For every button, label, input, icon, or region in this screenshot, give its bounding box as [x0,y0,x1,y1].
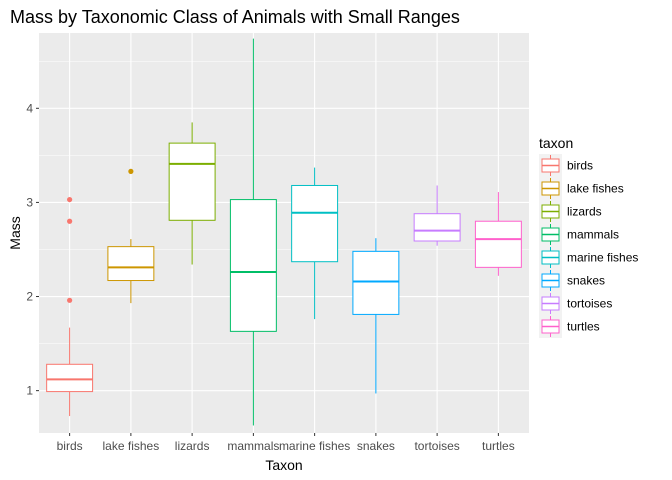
x-axis-title: Taxon [265,457,302,473]
x-tick-label: birds [57,439,83,453]
iqr-box [413,213,461,242]
legend-label: lizards [567,205,602,219]
x-axis-ticks: birds lake fishes lizards mammals marine fis… [57,433,515,453]
y-tick-label: 2 [26,290,33,304]
y-axis-ticks: 1 2 3 4 [26,101,39,398]
legend-label: tortoises [567,297,612,311]
iqr-box [46,363,94,393]
legend-label: mammals [567,228,619,242]
box-lizards [168,122,216,265]
legend-title: taxon [539,135,573,151]
outlier-point [67,196,73,203]
outlier-point [67,297,73,303]
box-turtles [474,192,522,276]
x-tick-label: lizards [175,439,210,453]
iqr-box [352,250,400,315]
legend: taxon birds lake fishes lizards mammals mari… [539,135,638,338]
legend-label: marine fishes [567,251,638,265]
legend-label: turtles [567,320,600,334]
iqr-box [474,220,522,268]
x-tick-label: lake fishes [103,439,160,453]
chart-title: Mass by Taxonomic Class of Animals with … [10,7,460,27]
legend-label: snakes [567,274,605,288]
iqr-box [291,184,339,263]
legend-items: birds lake fishes lizards mammals marine fis… [539,154,638,338]
x-tick-label: mammals [227,439,279,453]
x-tick-label: tortoises [414,439,459,453]
legend-item: mammals [539,223,619,246]
y-axis-title: Mass [7,216,23,249]
iqr-box [168,142,216,221]
x-tick-label: snakes [357,439,395,453]
legend-item: lizards [539,200,602,223]
x-tick-label: turtles [482,439,515,453]
legend-item: tortoises [539,292,612,315]
y-tick-label: 3 [26,195,33,209]
x-tick-label: marine fishes [279,439,350,453]
legend-item: snakes [539,269,605,292]
box-snakes [352,238,400,394]
outlier-point [67,218,73,224]
outlier-point [128,168,134,174]
box-lake-fishes [107,168,155,304]
y-tick-label: 1 [26,384,33,398]
box-birds [46,196,94,417]
iqr-box [229,199,277,332]
legend-item: birds [539,154,593,177]
box-mammals [229,38,277,426]
legend-item: turtles [539,315,600,338]
iqr-box [107,246,155,282]
legend-item: lake fishes [539,177,624,200]
box-marine-fishes [291,167,339,320]
box-tortoises [413,185,461,246]
legend-label: lake fishes [567,182,624,196]
legend-item: marine fishes [539,246,638,269]
legend-label: birds [567,159,593,173]
box-series [46,38,522,426]
y-tick-label: 4 [26,101,33,115]
